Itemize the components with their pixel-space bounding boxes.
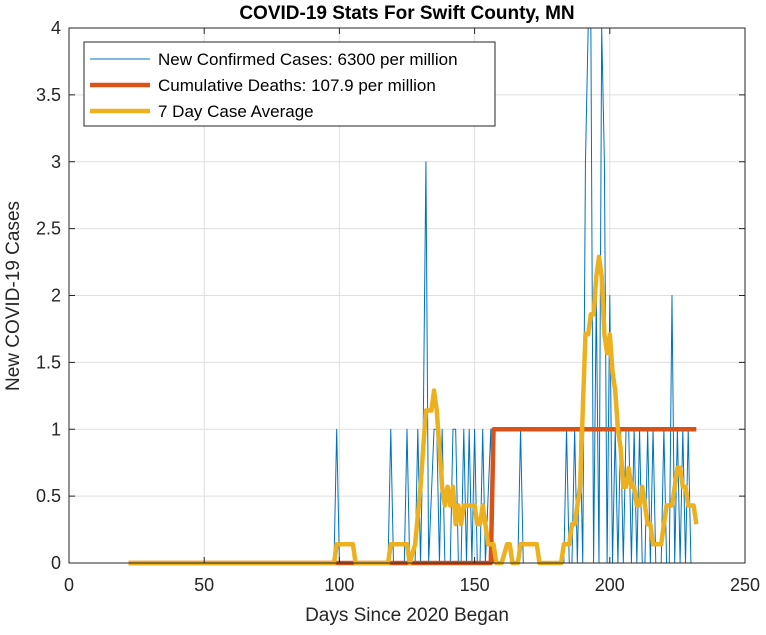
chart-legend: New Confirmed Cases: 6300 per million Cu… — [83, 41, 496, 127]
x-tick-label: 150 — [460, 575, 490, 595]
series-line-7-day-case-average — [128, 254, 699, 566]
y-axis-label: New COVID-19 Cases — [3, 201, 24, 391]
x-tick-label: 250 — [730, 575, 760, 595]
y-tick-label: 4 — [51, 18, 61, 38]
y-tick-label: 3.5 — [36, 85, 61, 105]
y-tick-label: 0 — [51, 553, 61, 573]
y-tick-label: 1.5 — [36, 352, 61, 372]
y-tick-label: 1 — [51, 419, 61, 439]
legend-label-cumulative-deaths: Cumulative Deaths: 107.9 per million — [158, 76, 436, 95]
y-tick-label: 3 — [51, 152, 61, 172]
chart-title: COVID-19 Stats For Swift County, MN — [239, 3, 574, 24]
legend-label-new-cases: New Confirmed Cases: 6300 per million — [158, 50, 458, 69]
x-tick-label: 100 — [324, 575, 354, 595]
legend-box — [83, 41, 496, 127]
tick-labels: 0 50 100 150 200 250 0 0.5 1 1.5 2 2.5 3 3.5 4 — [36, 18, 760, 595]
y-tick-label: 2.5 — [36, 219, 61, 239]
y-tick-label: 0.5 — [36, 486, 61, 506]
x-tick-label: 0 — [64, 575, 74, 595]
x-tick-label: 50 — [194, 575, 214, 595]
x-axis-label: Days Since 2020 Began — [305, 605, 509, 626]
legend-label-7-day-average: 7 Day Case Average — [158, 102, 314, 121]
y-tick-label: 2 — [51, 286, 61, 306]
axes-box — [68, 27, 746, 564]
x-tick-label: 200 — [595, 575, 625, 595]
